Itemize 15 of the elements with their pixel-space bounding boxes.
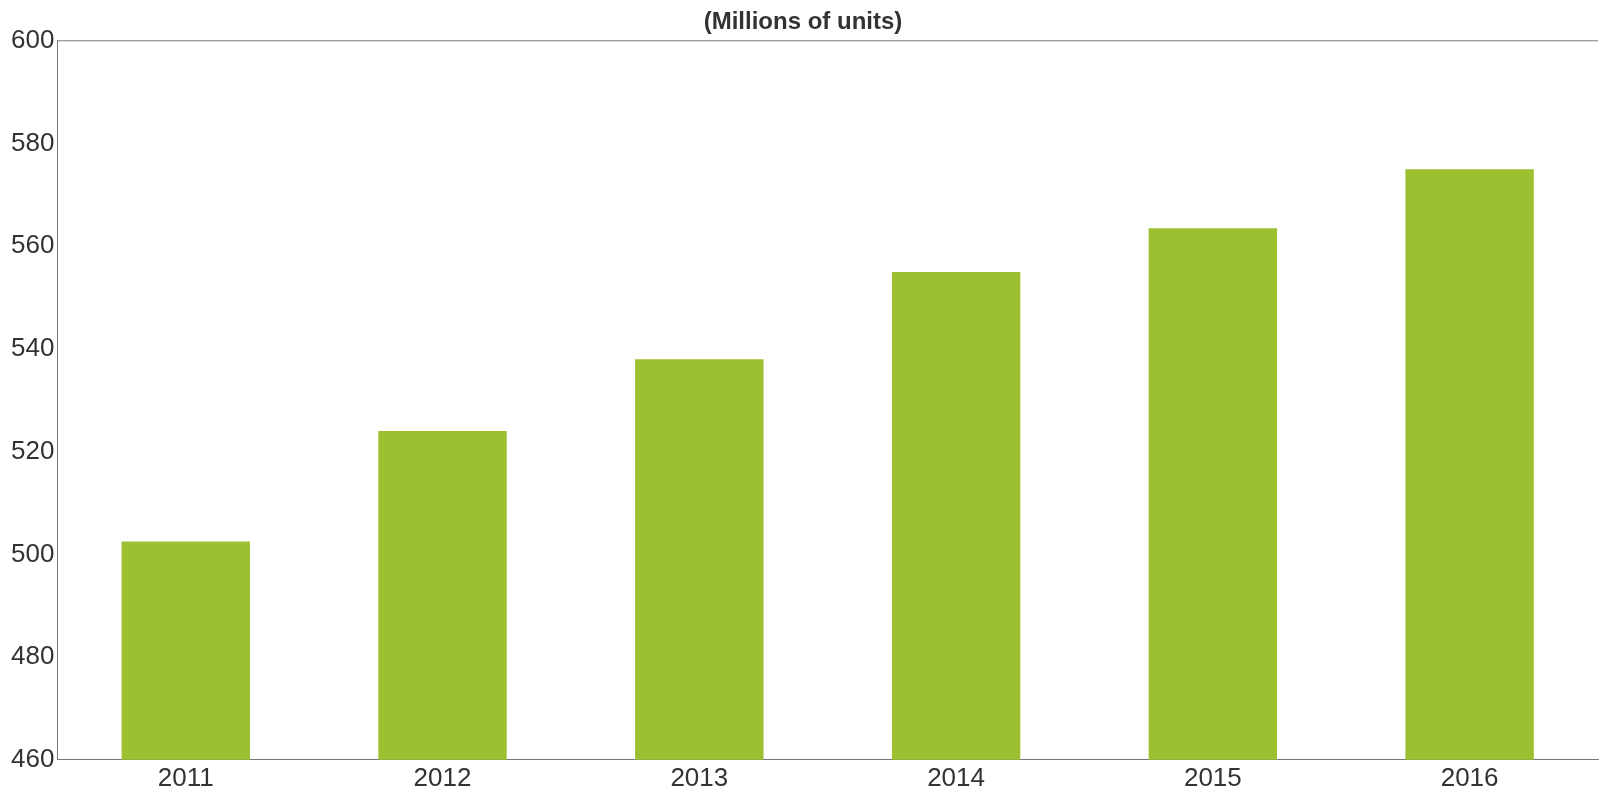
chart-subtitle: (Millions of units) (703, 7, 903, 35)
x-tick-label: 2014 (927, 761, 985, 792)
y-tick-label: 460 (10, 742, 55, 773)
y-tick-label: 520 (10, 434, 55, 465)
x-tick-label: 2016 (1440, 761, 1499, 792)
x-tick-label: 2012 (413, 761, 472, 792)
y-tick-label: 480 (10, 640, 55, 671)
y-tick-label: 560 (10, 229, 55, 260)
x-tick-label: 2015 (1183, 761, 1242, 792)
y-tick-label: 540 (10, 332, 55, 363)
y-tick-label: 500 (10, 537, 55, 568)
y-tick-label: 580 (10, 126, 55, 157)
x-tick-label: 2013 (670, 761, 729, 792)
y-tick-label: 600 (10, 23, 55, 54)
x-tick-label: 2011 (157, 761, 214, 792)
